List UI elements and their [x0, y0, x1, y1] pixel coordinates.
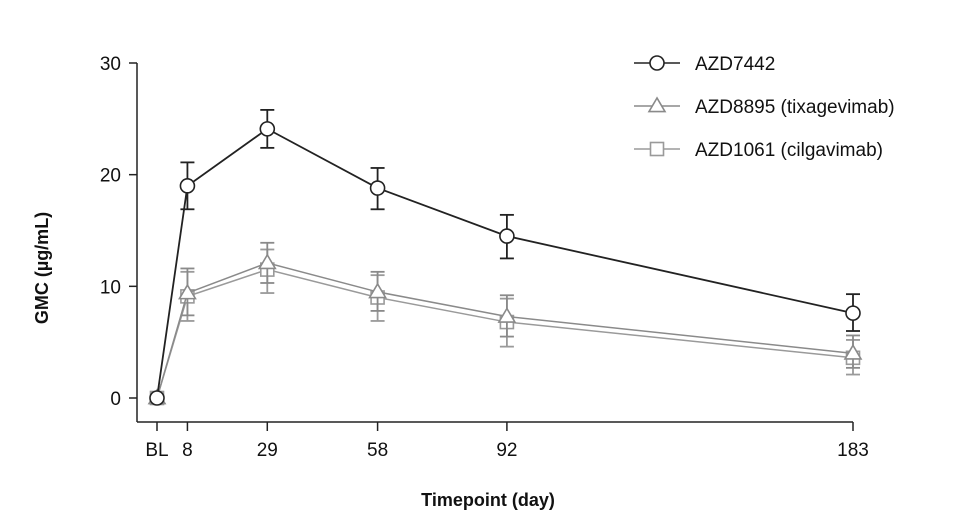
legend: AZD7442 AZD8895 (tixagevimab) AZD1061 (cil…	[634, 54, 895, 161]
data-point	[368, 282, 387, 299]
y-axis-title: GMC (µg/mL)	[32, 212, 52, 324]
x-tick-label: 29	[257, 440, 278, 461]
series-line	[156, 127, 854, 399]
data-point	[845, 305, 861, 321]
series-azd1061	[149, 248, 861, 406]
data-point	[179, 178, 196, 194]
y-tick-label: 30	[100, 54, 121, 75]
data-point	[369, 180, 386, 196]
data-point	[259, 121, 276, 137]
legend-marker	[649, 55, 665, 71]
legend-item: AZD8895 (tixagevimab)	[634, 96, 895, 118]
y-ticks: 0 10 20 30	[100, 54, 137, 410]
legend-marker	[649, 141, 665, 157]
legend-label: AZD8895 (tixagevimab)	[695, 97, 895, 118]
data-point	[178, 283, 197, 300]
x-tick-label: 58	[367, 440, 388, 461]
x-axis-title: Timepoint (day)	[421, 490, 555, 510]
x-tick-label: 183	[837, 440, 869, 461]
series-azd8895	[147, 241, 863, 405]
legend-label: AZD7442	[695, 54, 775, 75]
x-tick-label: 92	[496, 440, 517, 461]
legend-marker	[647, 96, 667, 113]
data-point	[499, 228, 515, 244]
series-layer	[147, 109, 863, 406]
y-tick-label: 10	[100, 277, 121, 298]
legend-item: AZD1061 (cilgavimab)	[634, 140, 883, 161]
series-line	[156, 268, 854, 399]
legend-label: AZD1061 (cilgavimab)	[695, 140, 883, 161]
data-point	[257, 253, 277, 270]
legend-item: AZD7442	[634, 54, 775, 75]
series-azd7442	[149, 109, 861, 406]
x-tick-label: 8	[182, 440, 193, 461]
series-line	[156, 262, 854, 399]
x-tick-label: BL	[145, 440, 168, 461]
data-point	[497, 306, 517, 323]
data-point	[149, 390, 165, 406]
x-ticks: BL 8 29 58 92 183	[145, 422, 869, 461]
y-tick-label: 0	[110, 389, 121, 410]
data-point	[843, 343, 863, 360]
axes	[136, 63, 853, 423]
y-tick-label: 20	[100, 166, 121, 187]
